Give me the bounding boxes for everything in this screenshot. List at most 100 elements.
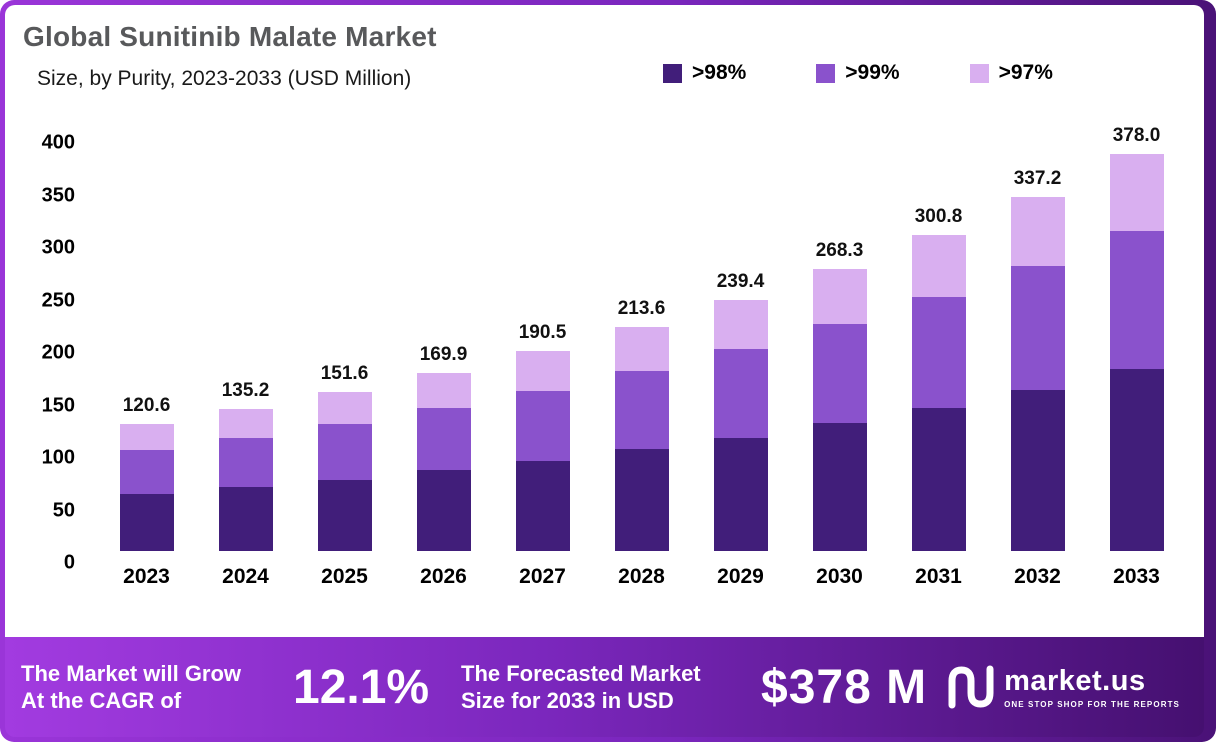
bar-segment	[713, 437, 768, 551]
bar-segment	[614, 326, 669, 372]
bar-column-2031: 300.8	[899, 206, 979, 551]
chart-subtitle: Size, by Purity, 2023-2033 (USD Million)	[37, 67, 412, 90]
bar-total-label: 169.9	[419, 343, 468, 365]
bar-column-2025: 151.6	[305, 363, 385, 551]
y-tick-label: 300	[41, 236, 75, 259]
cagr-label-line2: At the CAGR of	[21, 688, 182, 713]
legend-item-97: >97%	[969, 61, 1053, 85]
bar-segment	[119, 424, 174, 450]
stacked-bar-2023	[119, 424, 174, 551]
stacked-bar-2026	[416, 372, 471, 551]
chart-header: Global Sunitinib Malate Market Size, by …	[23, 21, 1194, 121]
stacked-bar-2025	[317, 391, 372, 551]
cagr-value: 12.1%	[293, 660, 430, 714]
brand-logo: market.us ONE STOP SHOP FOR THE REPORTS	[944, 663, 1180, 711]
x-axis-label: 2023	[123, 565, 170, 588]
bar-segment	[218, 486, 273, 551]
bar-segment	[1010, 390, 1065, 551]
stacked-bar-2028	[614, 326, 669, 551]
bar-segment	[1010, 266, 1065, 391]
bar-segment	[317, 479, 372, 551]
x-axis: 2023 2024 2025 2026 2027 2028 2029 2030 2031 2032…	[89, 565, 1194, 589]
legend-label-98: >98%	[692, 61, 747, 84]
brand-tagline: ONE STOP SHOP FOR THE REPORTS	[1004, 700, 1180, 709]
bar-column-2030: 268.3	[800, 240, 880, 551]
y-tick-label: 100	[41, 446, 75, 469]
legend-swatch-99-icon	[816, 63, 836, 83]
bar-segment	[218, 437, 273, 487]
stacked-bar-2032	[1010, 196, 1065, 551]
bar-column-2029: 239.4	[701, 271, 781, 551]
bar-segment	[1010, 196, 1065, 267]
stacked-bar-2030	[812, 269, 867, 551]
y-tick-label: 0	[63, 551, 75, 574]
bar-column-2028: 213.6	[602, 298, 682, 551]
stacked-bar-2024	[218, 409, 273, 551]
bar-segment	[911, 235, 966, 297]
bar-column-2026: 169.9	[404, 344, 484, 551]
chart-panel: Global Sunitinib Malate Market Size, by …	[5, 5, 1204, 637]
cagr-label-line1: The Market will Grow	[21, 660, 242, 686]
stacked-bar-chart: 0 50 100 150 200 250 300 350 400 120.6 135.2 151.6…	[23, 125, 1194, 574]
bar-total-label: 239.4	[716, 270, 765, 292]
y-tick-label: 400	[41, 131, 75, 154]
footer-banner: The Market will Grow At the CAGR of 12.1…	[5, 637, 1204, 737]
bar-segment	[812, 324, 867, 423]
bar-segment	[119, 449, 174, 495]
stacked-bar-2031	[911, 235, 966, 551]
bar-segment	[515, 391, 570, 461]
bar-segment	[515, 350, 570, 392]
cagr-label: The Market will Grow At the CAGR of	[21, 660, 293, 715]
bar-total-label: 190.5	[518, 321, 567, 343]
brand-name: market.us	[1004, 665, 1146, 697]
bar-segment	[1109, 230, 1164, 370]
forecast-label: The Forecasted Market Size for 2033 in U…	[461, 660, 761, 715]
x-axis-label: 2025	[321, 565, 368, 588]
bar-column-2024: 135.2	[206, 380, 286, 551]
x-axis-label: 2026	[420, 565, 467, 588]
legend-item-99: >99%	[816, 61, 900, 85]
bar-segment	[317, 391, 372, 424]
x-axis-label: 2031	[915, 565, 962, 588]
forecast-value: $378 M	[761, 660, 928, 714]
x-axis-label: 2024	[222, 565, 269, 588]
bar-total-label: 120.6	[122, 395, 171, 417]
stacked-bar-2033	[1109, 154, 1164, 551]
chart-legend: >98% >99% >97%	[663, 61, 1053, 85]
bar-column-2027: 190.5	[503, 322, 583, 551]
x-axis-label: 2030	[816, 565, 863, 588]
bar-segment	[1109, 369, 1164, 551]
bar-total-label: 213.6	[617, 297, 666, 319]
bar-segment	[317, 423, 372, 480]
y-axis: 0 50 100 150 200 250 300 350 400	[23, 131, 89, 574]
bar-segment	[713, 349, 768, 438]
y-tick-label: 200	[41, 341, 75, 364]
bar-total-label: 268.3	[815, 240, 864, 262]
legend-swatch-98-icon	[663, 63, 682, 83]
forecast-label-line1: The Forecasted Market	[461, 660, 701, 686]
y-tick-label: 50	[52, 499, 75, 521]
bar-segment	[911, 408, 966, 551]
bar-segment	[515, 460, 570, 551]
bar-column-2033: 378.0	[1097, 125, 1177, 551]
bar-segment	[812, 422, 867, 551]
bar-segment	[614, 371, 669, 450]
x-axis-label: 2029	[717, 565, 764, 588]
y-tick-label: 250	[41, 289, 75, 311]
bar-segment	[416, 470, 471, 551]
bar-segment	[416, 408, 471, 471]
bar-total-label: 300.8	[914, 206, 963, 228]
bar-segment	[614, 449, 669, 551]
bar-total-label: 378.0	[1112, 125, 1161, 147]
bar-total-label: 151.6	[320, 362, 369, 384]
chart-title: Global Sunitinib Malate Market	[23, 21, 437, 52]
y-tick-label: 150	[41, 394, 75, 416]
bar-column-2023: 120.6	[107, 395, 187, 551]
bar-segment	[812, 269, 867, 325]
x-axis-label: 2028	[618, 565, 665, 588]
bar-total-label: 337.2	[1013, 167, 1062, 189]
legend-swatch-97-icon	[969, 63, 989, 83]
bar-segment	[416, 372, 471, 409]
bar-segment	[713, 299, 768, 350]
